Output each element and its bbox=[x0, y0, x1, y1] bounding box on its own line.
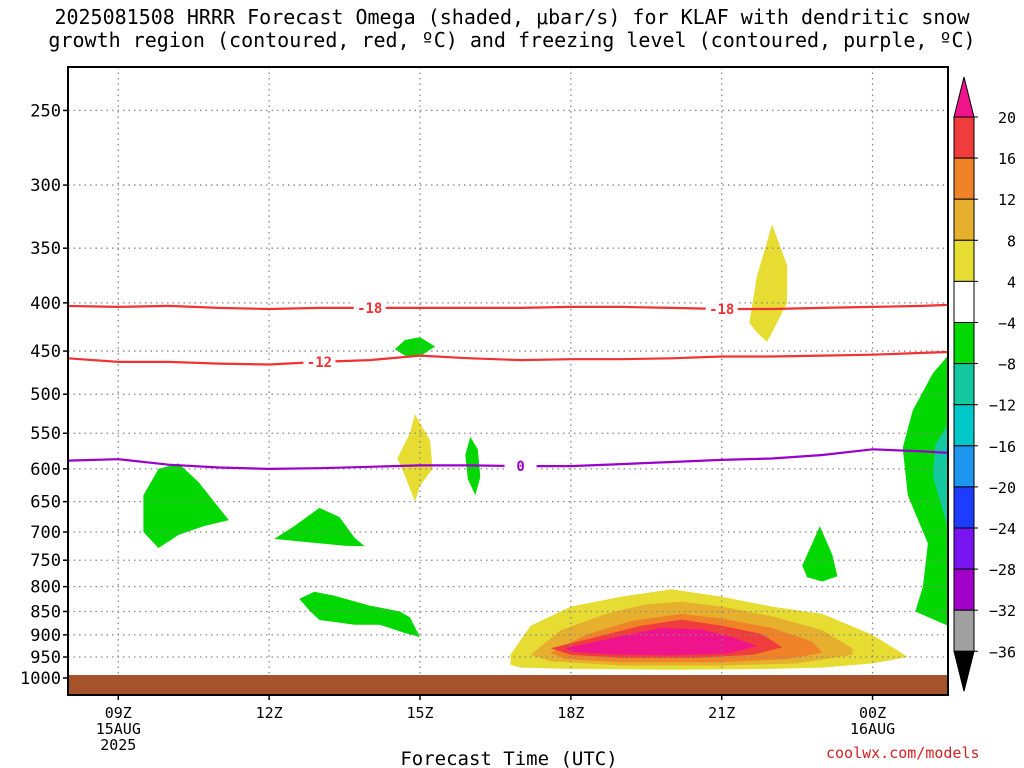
y-tick-label: 350 bbox=[30, 239, 61, 259]
x-tick-label: 16AUG bbox=[850, 720, 895, 738]
x-tick-label: 18Z bbox=[557, 704, 584, 722]
contour-label-bg bbox=[353, 299, 386, 316]
shaded-region bbox=[902, 355, 948, 626]
plot-frame bbox=[67, 66, 949, 696]
y-tick-label: 450 bbox=[30, 342, 61, 362]
colorbar-bin bbox=[953, 609, 975, 652]
contour-label: 0 bbox=[516, 459, 524, 475]
colorbar-bin bbox=[953, 404, 975, 447]
y-tick-label: 550 bbox=[30, 424, 61, 444]
colorbar-bin bbox=[953, 568, 975, 611]
shaded-region bbox=[394, 337, 436, 357]
colorbar-label: 4 bbox=[1007, 273, 1016, 291]
colorbar-bin bbox=[953, 116, 975, 159]
colorbar-label: −20 bbox=[989, 479, 1016, 497]
y-tick-label: 400 bbox=[30, 294, 61, 314]
contour-label-bg bbox=[504, 458, 537, 475]
shaded-region bbox=[749, 224, 788, 342]
x-tick-label: 15Z bbox=[406, 704, 433, 722]
contour-line bbox=[67, 350, 949, 366]
colorbar-label: 12 bbox=[998, 191, 1016, 209]
contour-label: -18 bbox=[709, 302, 734, 318]
shaded-region bbox=[143, 463, 229, 548]
shaded-region bbox=[943, 440, 948, 462]
colorbar-label: −28 bbox=[989, 561, 1016, 579]
y-tick-label: 250 bbox=[30, 101, 61, 121]
colorbar-label: −24 bbox=[989, 520, 1016, 538]
omega-shading bbox=[143, 224, 948, 670]
y-tick-label: 850 bbox=[30, 602, 61, 622]
y-tick-label: 1000 bbox=[20, 669, 61, 689]
y-tick-label: 650 bbox=[30, 493, 61, 513]
y-tick-label: 300 bbox=[30, 176, 61, 196]
y-tick-label: 800 bbox=[30, 578, 61, 598]
colorbar-label: −4 bbox=[998, 315, 1016, 333]
x-tick-label: 21Z bbox=[708, 704, 735, 722]
x-tick-label: 2025 bbox=[100, 736, 136, 754]
colorbar-label: −36 bbox=[989, 643, 1016, 661]
y-tick-label: 600 bbox=[30, 460, 61, 480]
y-tick-label: 500 bbox=[30, 385, 61, 405]
contour-line bbox=[67, 303, 949, 311]
colorbar-label: −16 bbox=[989, 438, 1016, 456]
shaded-region bbox=[565, 628, 757, 656]
colorbar-bin bbox=[953, 363, 975, 406]
colorbar-bin bbox=[953, 322, 975, 365]
colorbar-label: 16 bbox=[998, 150, 1016, 168]
x-tick-label: 09Z bbox=[105, 704, 132, 722]
x-tick-label: 15AUG bbox=[96, 720, 141, 738]
title-line-1: 2025081508 HRRR Forecast Omega (shaded, … bbox=[54, 5, 970, 29]
y-tick-label: 950 bbox=[30, 648, 61, 668]
x-tick-label: 12Z bbox=[256, 704, 283, 722]
colorbar-label: −32 bbox=[989, 602, 1016, 620]
contour-label-bg bbox=[705, 300, 738, 317]
contour-label-bg bbox=[303, 353, 336, 370]
shaded-region bbox=[299, 591, 420, 638]
colorbar-top-arrow bbox=[953, 76, 975, 118]
colorbar-bin bbox=[953, 527, 975, 570]
contour-label: -18 bbox=[357, 301, 382, 317]
colorbar: 20 16 12 8 4 −4 −8 −12 −16 −20 −24 −28 −32 −36 bbox=[953, 76, 1016, 692]
pressure-axis: 250 300 350 400 450 500 550 600 650 700 750 800 850 9… bbox=[20, 101, 68, 689]
colorbar-bin bbox=[953, 157, 975, 200]
colorbar-label: 8 bbox=[1007, 232, 1016, 250]
credit-link[interactable]: coolwx.com/models bbox=[826, 744, 980, 762]
colorbar-bin bbox=[953, 239, 975, 282]
contour-label: -12 bbox=[307, 355, 332, 371]
colorbar-bin bbox=[953, 486, 975, 529]
colorbar-bottom-arrow bbox=[953, 650, 975, 692]
y-tick-label: 700 bbox=[30, 523, 61, 543]
ground-layer bbox=[68, 675, 948, 695]
title-line-2: growth region (contoured, red, ºC) and f… bbox=[48, 28, 976, 52]
shaded-region bbox=[802, 526, 838, 582]
colorbar-label: −8 bbox=[998, 356, 1016, 374]
temperature-contours: -18 -18 -12 0 bbox=[67, 299, 949, 475]
x-tick-label: 00Z bbox=[859, 704, 886, 722]
colorbar-bin bbox=[953, 445, 975, 488]
colorbar-label: −12 bbox=[989, 397, 1016, 415]
shaded-region bbox=[397, 414, 433, 502]
x-axis-label: Forecast Time (UTC) bbox=[400, 748, 617, 768]
y-tick-label: 750 bbox=[30, 551, 61, 571]
y-tick-label: 900 bbox=[30, 626, 61, 646]
grid-lines bbox=[68, 67, 948, 695]
chart-title: 2025081508 HRRR Forecast Omega (shaded, … bbox=[0, 6, 1024, 52]
shaded-region bbox=[274, 507, 365, 547]
colorbar-label: 20 bbox=[998, 109, 1016, 127]
colorbar-bin bbox=[953, 198, 975, 241]
colorbar-bin bbox=[953, 280, 975, 323]
